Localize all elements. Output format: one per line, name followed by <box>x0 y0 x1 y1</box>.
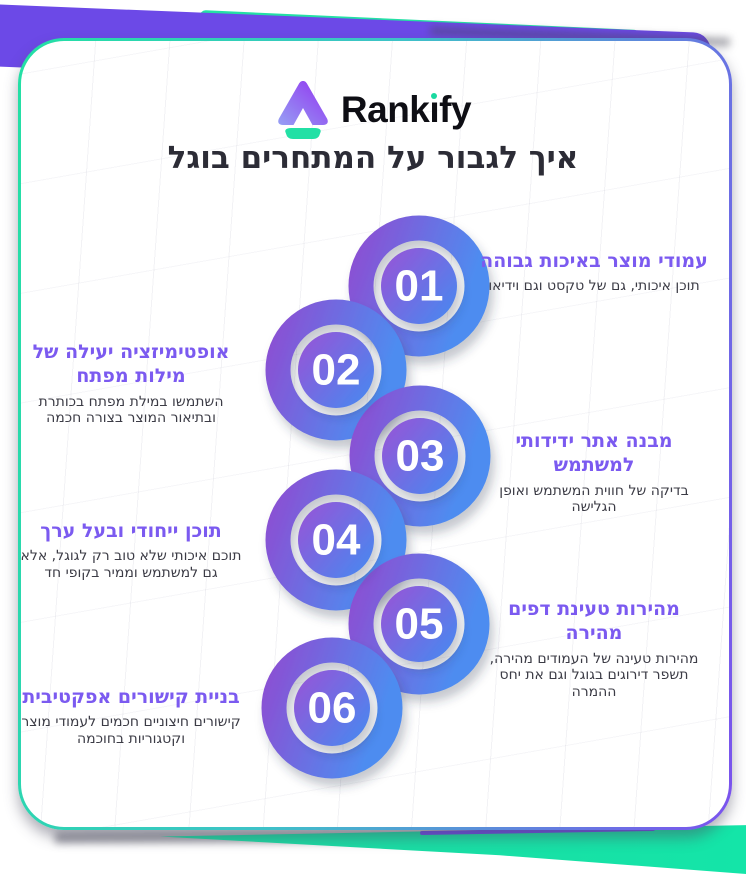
step-6-heading: בניית קישורים אפקטיבית <box>22 686 240 708</box>
page-title: איך לגבור על המתחרים בוגל <box>167 140 579 176</box>
step-3-text: מבנה אתר ידידותי למשתמש בדיקה של חווית ה… <box>480 429 708 516</box>
step-5-body: מהירות טעינה של העמודים מהירה, תשפר דירו… <box>489 650 699 701</box>
step-2-heading: אופטימיזציה יעילה של מילות מפתח <box>32 341 230 388</box>
step-6-text: בניית קישורים אפקטיבית קישורים חיצוניים … <box>20 685 242 748</box>
brand-text-post: fy <box>439 88 472 130</box>
step-5-text: מהירות טעינת דפים מהירה מהירות טעינה של … <box>480 597 708 701</box>
step-4-heading: תוכן ייחודי ובעל ערך <box>40 520 222 542</box>
brand-i-letter: ı <box>429 88 440 130</box>
rankify-triangle-icon <box>278 81 328 139</box>
step-3-body: בדיקה של חווית המשתמש ואופן הגלישה <box>499 482 689 516</box>
logo: Rank ı fy <box>0 80 746 139</box>
card <box>21 41 729 827</box>
step-2-text: אופטימיזציה יעילה של מילות מפתח השתמשו ב… <box>20 340 242 427</box>
step-2-body: השתמשו במילת מפתח בכותרת ובתיאור המוצר ב… <box>38 393 224 427</box>
step-3-heading: מבנה אתר ידידותי למשתמש <box>515 430 673 477</box>
step-4-body: תוכם איכותי שלא טוב רק לגוגל, אלא גם למש… <box>20 548 242 582</box>
step-1-heading: עמודי מוצר באיכות גבוהה <box>480 250 708 272</box>
brand-text-pre: Rank <box>340 88 430 130</box>
step-6-body: קישורים חיצוניים חכמים לעמודי מוצר וקטגו… <box>21 714 241 748</box>
brand-name: Rank ı fy <box>340 88 472 130</box>
step-1-text: עמודי מוצר באיכות גבוהה תוכן איכותי, גם … <box>480 249 708 295</box>
step-4-text: תוכן ייחודי ובעל ערך תוכם איכותי שלא טוב… <box>20 519 242 582</box>
step-1-body: תוכן איכותי, גם של טקסט וגם וידיאו <box>488 278 700 295</box>
step-5-heading: מהירות טעינת דפים מהירה <box>508 598 680 645</box>
